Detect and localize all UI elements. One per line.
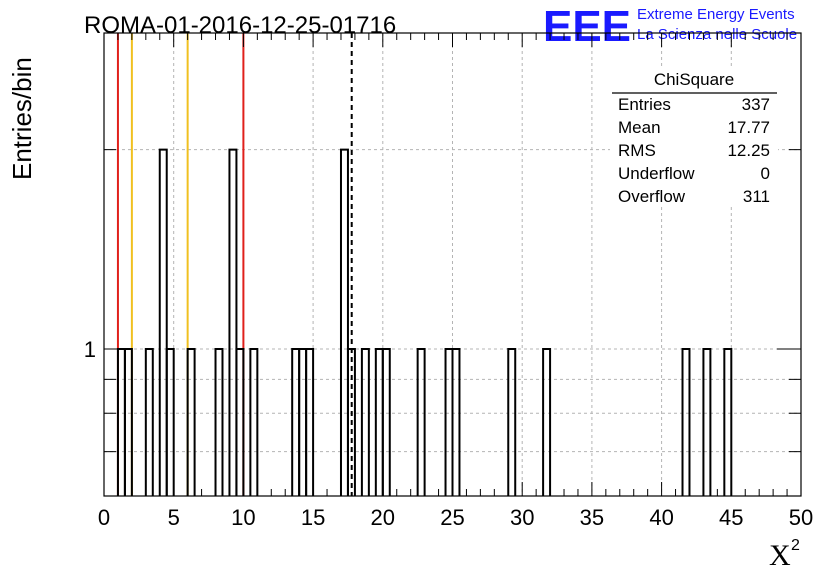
x-tick-label: 0 [98,505,110,530]
x-tick-label: 50 [789,505,813,530]
histogram-bin [291,348,301,496]
x-tick-label: 35 [580,505,604,530]
stats-box-background [610,66,778,206]
stats-box-title: ChiSquare [654,70,734,89]
stats-row-value: 12.25 [727,141,770,160]
chart-title: ROMA-01-2016-12-25-01716 [84,12,396,39]
stats-row-label: Underflow [618,164,695,183]
histogram-bin [507,348,517,496]
histogram-bin [298,348,308,496]
stats-row-label: Mean [618,118,661,137]
histogram-bin [346,348,356,496]
x-tick-label: 25 [440,505,464,530]
eee-logo-line1: Extreme Energy Events [637,6,795,23]
x-tick-label: 10 [231,505,255,530]
x-tick-label: 20 [371,505,395,530]
histogram-bin [186,348,196,496]
histogram-bin [339,148,349,496]
stats-row-value: 337 [742,95,770,114]
histogram-bin [158,148,168,496]
x-tick-label: 15 [301,505,325,530]
histogram-bin [144,348,154,496]
histogram-bin [249,348,259,496]
x-axis-label: X 2 [769,537,800,572]
stats-box-rows: Entries 337 Mean 17.77 RMS 12.25 Underflow 0 Ove… [618,95,770,206]
stats-row-value: 17.77 [727,118,770,137]
eee-logo-mark: EEE [543,2,631,51]
x-tick-label: 30 [510,505,534,530]
histogram-bin [123,348,133,496]
y-axis-label: Entries/bin [7,57,37,180]
axes: 0 5 10 15 20 25 30 35 40 45 50 1 [84,32,813,530]
histogram-bin [381,348,391,496]
histogram-bin [305,348,315,496]
stats-row-value: 311 [743,187,770,206]
stats-row-value: 0 [761,164,770,183]
histogram-bin [416,348,426,496]
y-tick-label: 1 [84,337,96,362]
histogram-bin [235,348,245,496]
histogram-bin [723,348,733,496]
stats-box: ChiSquare Entries 337 Mean 17.77 RMS 12.25 Und… [610,66,778,206]
x-tick-label: 5 [168,505,180,530]
histogram-bin [214,348,224,496]
histogram-bin [360,348,370,496]
histogram-bin [451,348,461,496]
stats-row-label: Entries [618,95,671,114]
histogram-bin [444,348,454,496]
histogram-bin [681,348,691,496]
histogram-bin [374,348,384,496]
eee-logo: EEE Extreme Energy Events La Scienza nel… [543,2,797,51]
x-axis-label-main: X [769,539,791,572]
histogram-bin [702,348,712,496]
stats-row-label: RMS [618,141,656,160]
histogram-bin [542,348,552,496]
x-tick-label: 45 [719,505,743,530]
histogram-bin [228,148,238,496]
x-tick-label: 40 [649,505,673,530]
histogram-bin [165,348,175,496]
histogram-bin [116,348,126,496]
stats-row-label: Overflow [618,187,686,206]
x-axis-label-superscript: 2 [791,537,800,554]
